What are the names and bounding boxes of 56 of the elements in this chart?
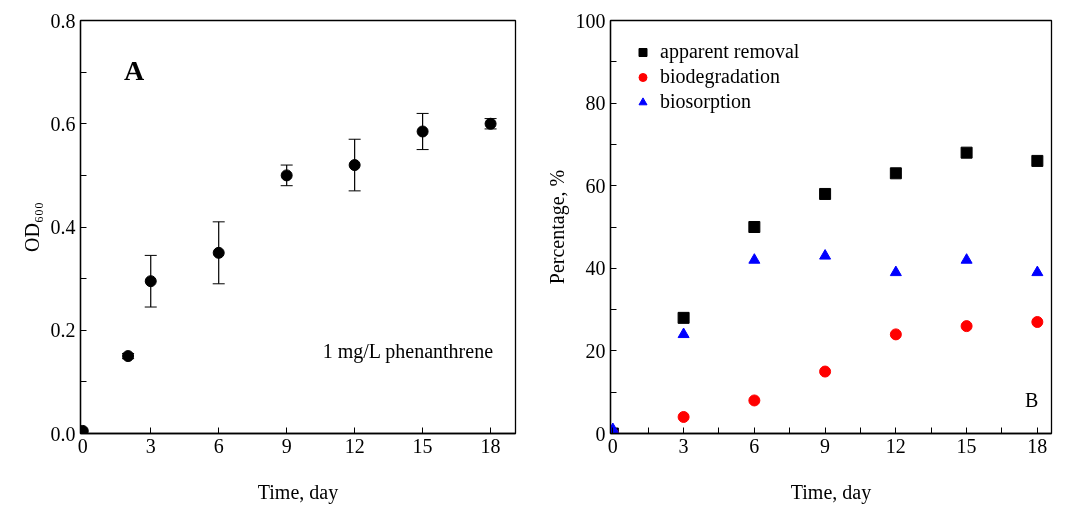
- point: [677, 311, 690, 324]
- x-tick-label: 18: [480, 434, 501, 457]
- y-tick-label: 100: [575, 9, 606, 32]
- y-tick-label: 0.0: [50, 422, 76, 445]
- x-tick-label: 3: [145, 434, 156, 457]
- x-axis-title: Time, day: [790, 480, 872, 504]
- point: [144, 275, 157, 288]
- x-tick-label: 15: [956, 434, 977, 457]
- legend-label: apparent removal: [660, 40, 800, 63]
- y-tick-label: 20: [585, 339, 606, 362]
- x-tick-label: 3: [678, 434, 689, 457]
- x-tick-label: 6: [749, 434, 760, 457]
- point: [748, 253, 761, 264]
- y-tick-label: 0.4: [50, 216, 76, 238]
- point: [748, 221, 761, 233]
- y-tick-label: 0.8: [50, 9, 76, 32]
- point: [212, 246, 225, 259]
- x-tick-label: 12: [344, 434, 365, 457]
- point: [1031, 265, 1044, 277]
- y-axis-title: OD₆₀₀: [20, 202, 43, 252]
- annotation: B: [1024, 389, 1039, 412]
- legend-label: biosorption: [660, 90, 752, 113]
- legend-label: biodegradation: [660, 65, 780, 88]
- point: [819, 249, 832, 260]
- x-tick-label: 6: [213, 434, 224, 457]
- point: [819, 187, 832, 200]
- y-tick-label: 0.6: [50, 112, 76, 135]
- point: [960, 253, 973, 264]
- x-tick-label: 12: [885, 434, 906, 457]
- point: [1031, 154, 1044, 167]
- x-axis-title: Time, day: [257, 480, 339, 504]
- x-tick-label: 9: [281, 434, 292, 457]
- point: [960, 146, 973, 159]
- point: [677, 410, 690, 423]
- annotation: A: [124, 54, 145, 86]
- y-tick-label: 0.2: [50, 319, 76, 342]
- point: [960, 320, 973, 333]
- point: [677, 327, 690, 339]
- point: [348, 159, 361, 172]
- y-tick-label: 60: [585, 174, 606, 197]
- point: [819, 365, 832, 378]
- annotation: 1 mg/L phenanthrene: [322, 339, 494, 363]
- point: [122, 350, 135, 363]
- point: [889, 328, 902, 341]
- point: [416, 125, 429, 138]
- point: [889, 265, 902, 277]
- x-tick-label: 18: [1027, 434, 1048, 457]
- x-tick-label: 15: [412, 434, 433, 457]
- point: [889, 167, 902, 180]
- y-tick-label: 80: [585, 92, 606, 115]
- y-tick-label: 40: [585, 257, 606, 280]
- point: [1031, 316, 1044, 328]
- point: [748, 394, 761, 407]
- point: [280, 169, 293, 182]
- x-tick-label: 9: [820, 434, 831, 457]
- y-axis-title: Percentage, %: [545, 169, 569, 285]
